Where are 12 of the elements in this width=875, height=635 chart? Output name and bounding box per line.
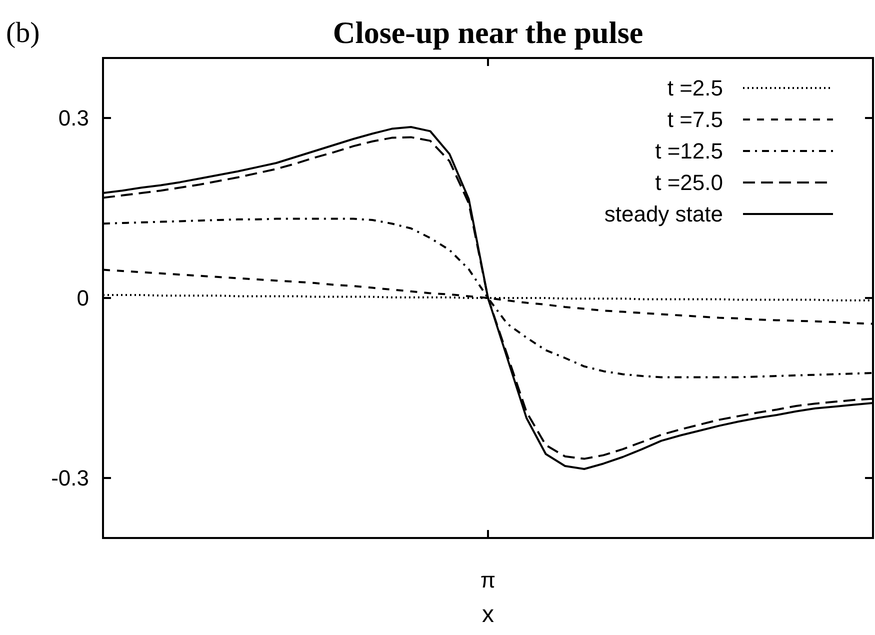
chart-title: Close-up near the pulse bbox=[332, 15, 644, 50]
legend-label: t =12.5 bbox=[655, 138, 723, 164]
text: (b) bbox=[6, 17, 40, 49]
x-axis-title: x bbox=[482, 601, 494, 628]
y-tick-label: 0.3 bbox=[58, 106, 89, 130]
y-tick-label: -0.3 bbox=[51, 466, 89, 490]
legend-label: t =2.5 bbox=[667, 76, 723, 100]
legend-label: t =25.0 bbox=[655, 170, 723, 195]
x-tick-label: π bbox=[480, 568, 496, 592]
y-tick-label: 0 bbox=[76, 286, 89, 310]
legend-label: t =7.5 bbox=[667, 107, 723, 132]
legend-label: steady state bbox=[604, 202, 723, 226]
